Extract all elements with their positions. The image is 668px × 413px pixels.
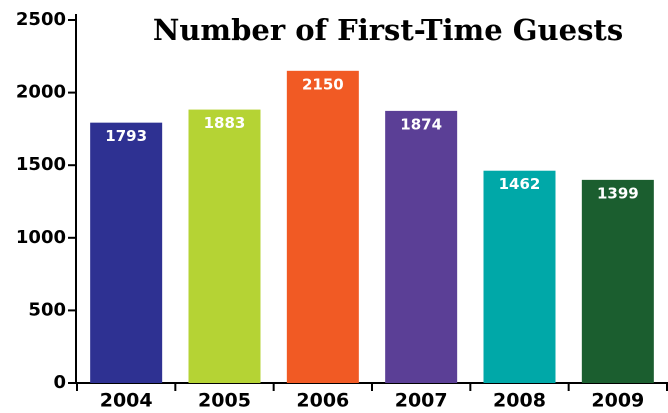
bar (581, 179, 654, 383)
value-label: 1793 (105, 127, 147, 145)
x-tick-label: 2006 (296, 390, 349, 412)
bar (286, 70, 359, 383)
value-label: 1883 (204, 114, 246, 132)
bar (90, 122, 163, 383)
y-tick-label: 1500 (16, 154, 66, 175)
x-tick-label: 2008 (493, 390, 546, 412)
value-label: 1462 (499, 175, 541, 193)
x-tick-label: 2004 (100, 390, 153, 412)
bar (188, 109, 261, 383)
value-label: 1874 (400, 115, 442, 133)
bar (385, 110, 458, 383)
y-tick-label: 2000 (16, 82, 66, 103)
chart-title: Number of First-Time Guests (153, 13, 623, 47)
bar (483, 170, 556, 383)
y-tick-label: 1000 (16, 227, 66, 248)
y-tick-label: 0 (53, 372, 66, 393)
y-tick-label: 2500 (16, 9, 66, 30)
x-tick-label: 2007 (395, 390, 448, 412)
x-tick-label: 2009 (591, 390, 644, 412)
x-tick-label: 2005 (198, 390, 251, 412)
value-label: 2150 (302, 75, 344, 93)
y-tick-label: 500 (28, 299, 66, 320)
value-label: 1399 (597, 184, 639, 202)
